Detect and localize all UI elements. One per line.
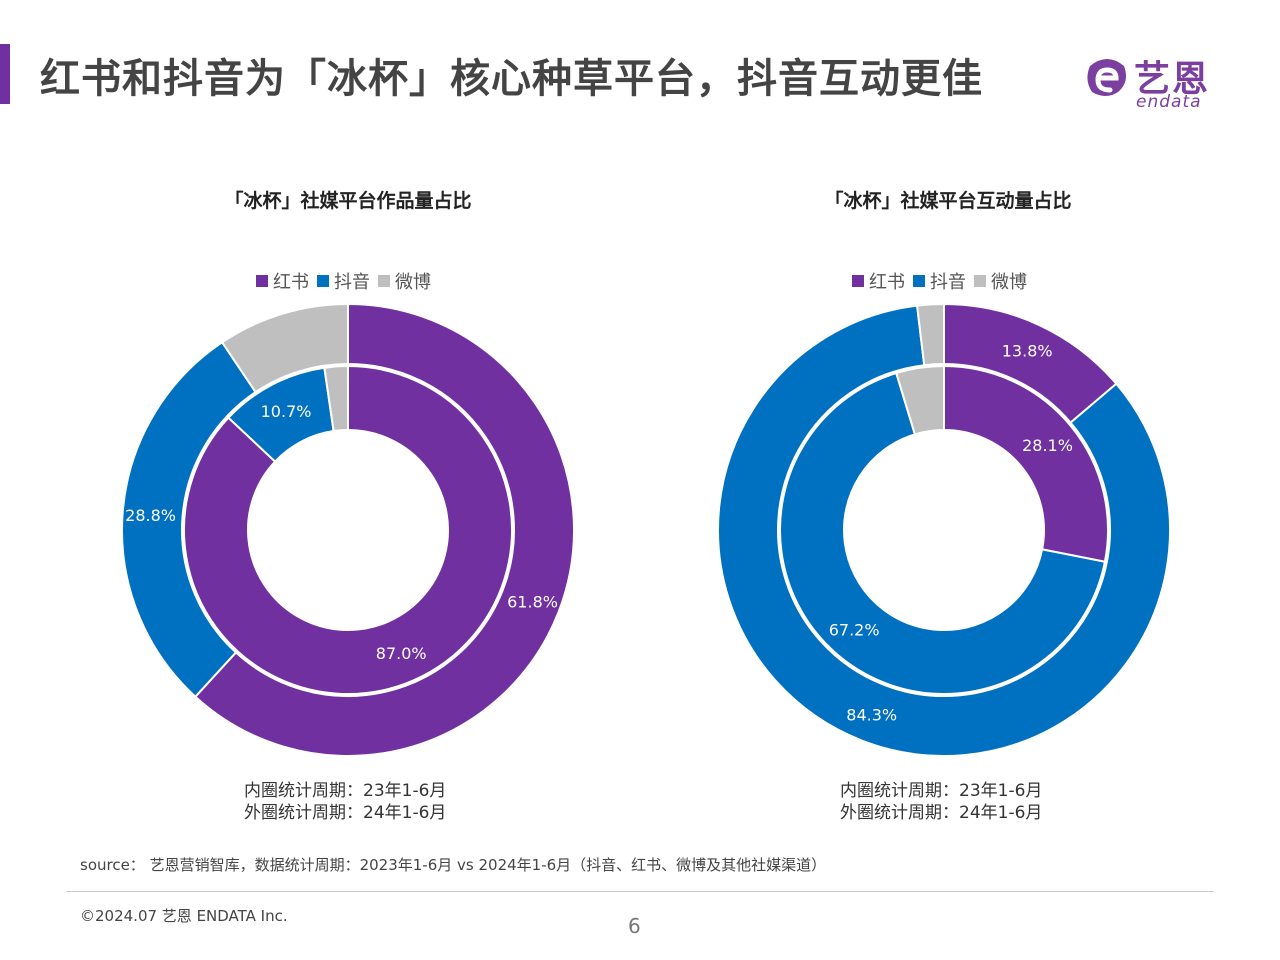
- inner-ring-period: 内圈统计周期：23年1-6月: [840, 781, 1043, 801]
- legend-item-hongshu: 红书: [852, 268, 905, 294]
- legend-label: 微博: [395, 272, 431, 293]
- legend-swatch-hongshu: [256, 275, 268, 287]
- right-chart-legend: 红书 抖音 微博: [852, 268, 1027, 294]
- inner-slice-hongshu: [183, 364, 513, 695]
- inner-slice-weibo: [895, 364, 945, 436]
- copyright: ©2024.07 艺恩 ENDATA Inc.: [80, 907, 288, 925]
- legend-item-weibo: 微博: [974, 268, 1027, 294]
- legend-item-douyin: 抖音: [317, 268, 370, 294]
- endata-logo: 艺恩 endata: [1084, 50, 1234, 114]
- left-donut-chart: 87.0% 10.7% 61.8% 28.8%: [121, 302, 575, 757]
- endata-logo-icon: [1087, 59, 1126, 96]
- outer-label-hongshu: 61.8%: [507, 593, 558, 612]
- source-note: source： 艺恩营销智库，数据统计周期：2023年1-6月 vs 2024年…: [80, 856, 827, 874]
- inner-slice-weibo: [323, 364, 349, 433]
- inner-label-hongshu: 87.0%: [376, 644, 427, 663]
- outer-slice-weibo: [220, 302, 349, 394]
- outer-label-douyin: 28.8%: [125, 506, 176, 525]
- legend-item-weibo: 微博: [378, 268, 431, 294]
- legend-label: 微博: [991, 272, 1027, 293]
- outer-ring-period: 外圈统计周期：24年1-6月: [840, 803, 1043, 823]
- legend-label: 红书: [273, 272, 309, 293]
- right-chart-period-notes: 内圈统计周期：23年1-6月 外圈统计周期：24年1-6月: [840, 780, 1042, 824]
- right-chart-title: 「冰杯」社媒平台互动量占比: [824, 190, 1072, 212]
- legend-swatch-weibo: [974, 275, 986, 287]
- outer-label-douyin: 84.3%: [846, 705, 897, 724]
- inner-ring-period: 内圈统计周期：23年1-6月: [244, 781, 447, 801]
- inner-label-douyin: 67.2%: [829, 620, 880, 639]
- outer-slice-weibo: [915, 302, 945, 367]
- legend-item-hongshu: 红书: [256, 268, 309, 294]
- legend-swatch-weibo: [378, 275, 390, 287]
- legend-label: 抖音: [334, 272, 370, 293]
- legend-swatch-douyin: [913, 275, 925, 287]
- logo-text-en: endata: [1136, 92, 1202, 112]
- inner-label-hongshu: 28.1%: [1022, 436, 1073, 455]
- outer-slice-hongshu: [193, 302, 575, 757]
- outer-slice-douyin: [717, 304, 1171, 757]
- outer-label-hongshu: 13.8%: [1002, 341, 1053, 360]
- legend-label: 抖音: [930, 272, 966, 293]
- inner-label-douyin: 10.7%: [261, 402, 312, 421]
- title-accent-bar: [0, 44, 10, 104]
- inner-slice-hongshu: [943, 364, 1109, 563]
- logo-text-cn: 艺恩: [1134, 59, 1211, 100]
- legend-label: 红书: [869, 272, 905, 293]
- inner-slice-douyin: [779, 371, 1107, 695]
- right-donut-chart: 28.1% 67.2% 13.8% 84.3%: [717, 302, 1171, 757]
- page-number: 6: [628, 914, 641, 938]
- page-title: 红书和抖音为「冰杯」核心种草平台，抖音互动更佳: [40, 56, 983, 102]
- outer-slice-douyin: [121, 340, 257, 699]
- legend-item-douyin: 抖音: [913, 268, 966, 294]
- left-chart-period-notes: 内圈统计周期：23年1-6月 外圈统计周期：24年1-6月: [244, 780, 446, 824]
- left-chart-title: 「冰杯」社媒平台作品量占比: [224, 190, 472, 212]
- legend-swatch-douyin: [317, 275, 329, 287]
- left-chart-legend: 红书 抖音 微博: [256, 268, 431, 294]
- footer-divider: [66, 891, 1214, 892]
- outer-ring-period: 外圈统计周期：24年1-6月: [244, 803, 447, 823]
- legend-swatch-hongshu: [852, 275, 864, 287]
